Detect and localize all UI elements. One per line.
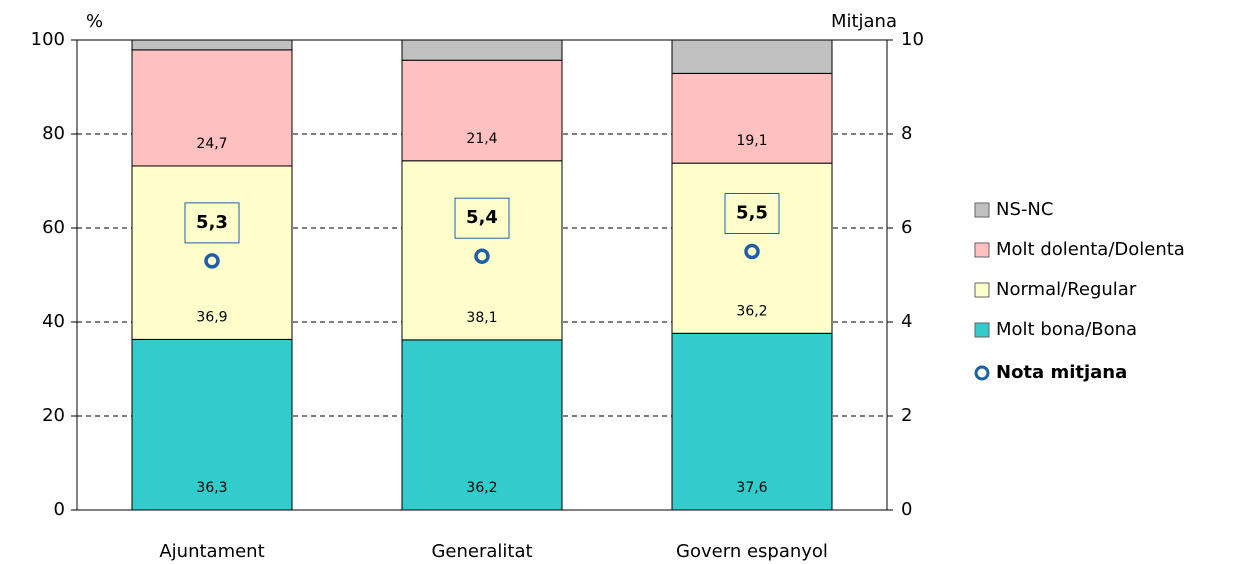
legend-swatch — [974, 282, 990, 298]
mean-label: 5,3 — [196, 212, 228, 233]
legend-swatch — [974, 202, 990, 218]
bar-segment — [671, 162, 833, 334]
bar-segment — [131, 49, 293, 167]
legend-label: Molt dolenta/Dolenta — [996, 239, 1185, 260]
data-label: 24,7 — [196, 136, 227, 152]
data-label: 36,2 — [736, 303, 767, 319]
mean-point — [744, 243, 760, 260]
bar-segment — [131, 39, 293, 51]
bar-segment — [131, 165, 293, 340]
y-tick-label: 100 — [31, 29, 65, 50]
y2-tick-label: 0 — [901, 499, 912, 520]
data-label: 36,9 — [196, 309, 227, 325]
mean-label: 5,4 — [466, 207, 498, 228]
bar-segment — [671, 72, 833, 164]
data-label: 37,6 — [736, 480, 767, 496]
x-tick-label: Ajuntament — [159, 541, 264, 562]
legend-swatch — [974, 322, 990, 338]
bar-segment — [401, 39, 563, 61]
plot-frame — [76, 39, 888, 511]
mean-label-box — [454, 197, 510, 239]
x-tick-label: Generalitat — [431, 541, 532, 562]
bar-segment — [671, 332, 833, 511]
mean-point — [474, 248, 490, 264]
legend-marker — [974, 365, 990, 381]
y-axis-label: % — [86, 11, 103, 32]
y2-tick-label: 10 — [901, 29, 924, 50]
legend-label: Normal/Regular — [996, 279, 1137, 300]
data-label: 36,2 — [466, 480, 497, 496]
y2-tick-label: 6 — [901, 217, 912, 238]
y-tick-label: 80 — [42, 123, 65, 144]
y-tick-label: 40 — [42, 311, 65, 332]
bar-segment — [671, 39, 833, 74]
y2-axis-label: Mitjana — [831, 11, 897, 32]
data-label: 38,1 — [466, 310, 497, 326]
data-label: 19,1 — [736, 133, 767, 149]
legend-label: Nota mitjana — [996, 362, 1127, 383]
y-tick-label: 60 — [42, 217, 65, 238]
x-tick-label: Govern espanyol — [676, 541, 828, 562]
y2-tick-label: 2 — [901, 405, 912, 426]
bar-segment — [131, 338, 293, 511]
y2-tick-label: 4 — [901, 311, 912, 332]
mean-label: 5,5 — [736, 203, 768, 224]
y2-tick-label: 8 — [901, 123, 912, 144]
y-tick-label: 20 — [42, 405, 65, 426]
legend-label: Molt bona/Bona — [996, 319, 1137, 340]
data-label: 21,4 — [466, 131, 497, 147]
legend-label: NS-NC — [996, 199, 1053, 220]
mean-label-box — [184, 202, 240, 244]
mean-label-box — [724, 193, 780, 234]
legend-swatch — [974, 242, 990, 258]
data-label: 36,3 — [196, 480, 227, 496]
y-tick-label: 0 — [54, 499, 65, 520]
bar-segment — [401, 59, 563, 162]
mean-point — [204, 253, 220, 269]
